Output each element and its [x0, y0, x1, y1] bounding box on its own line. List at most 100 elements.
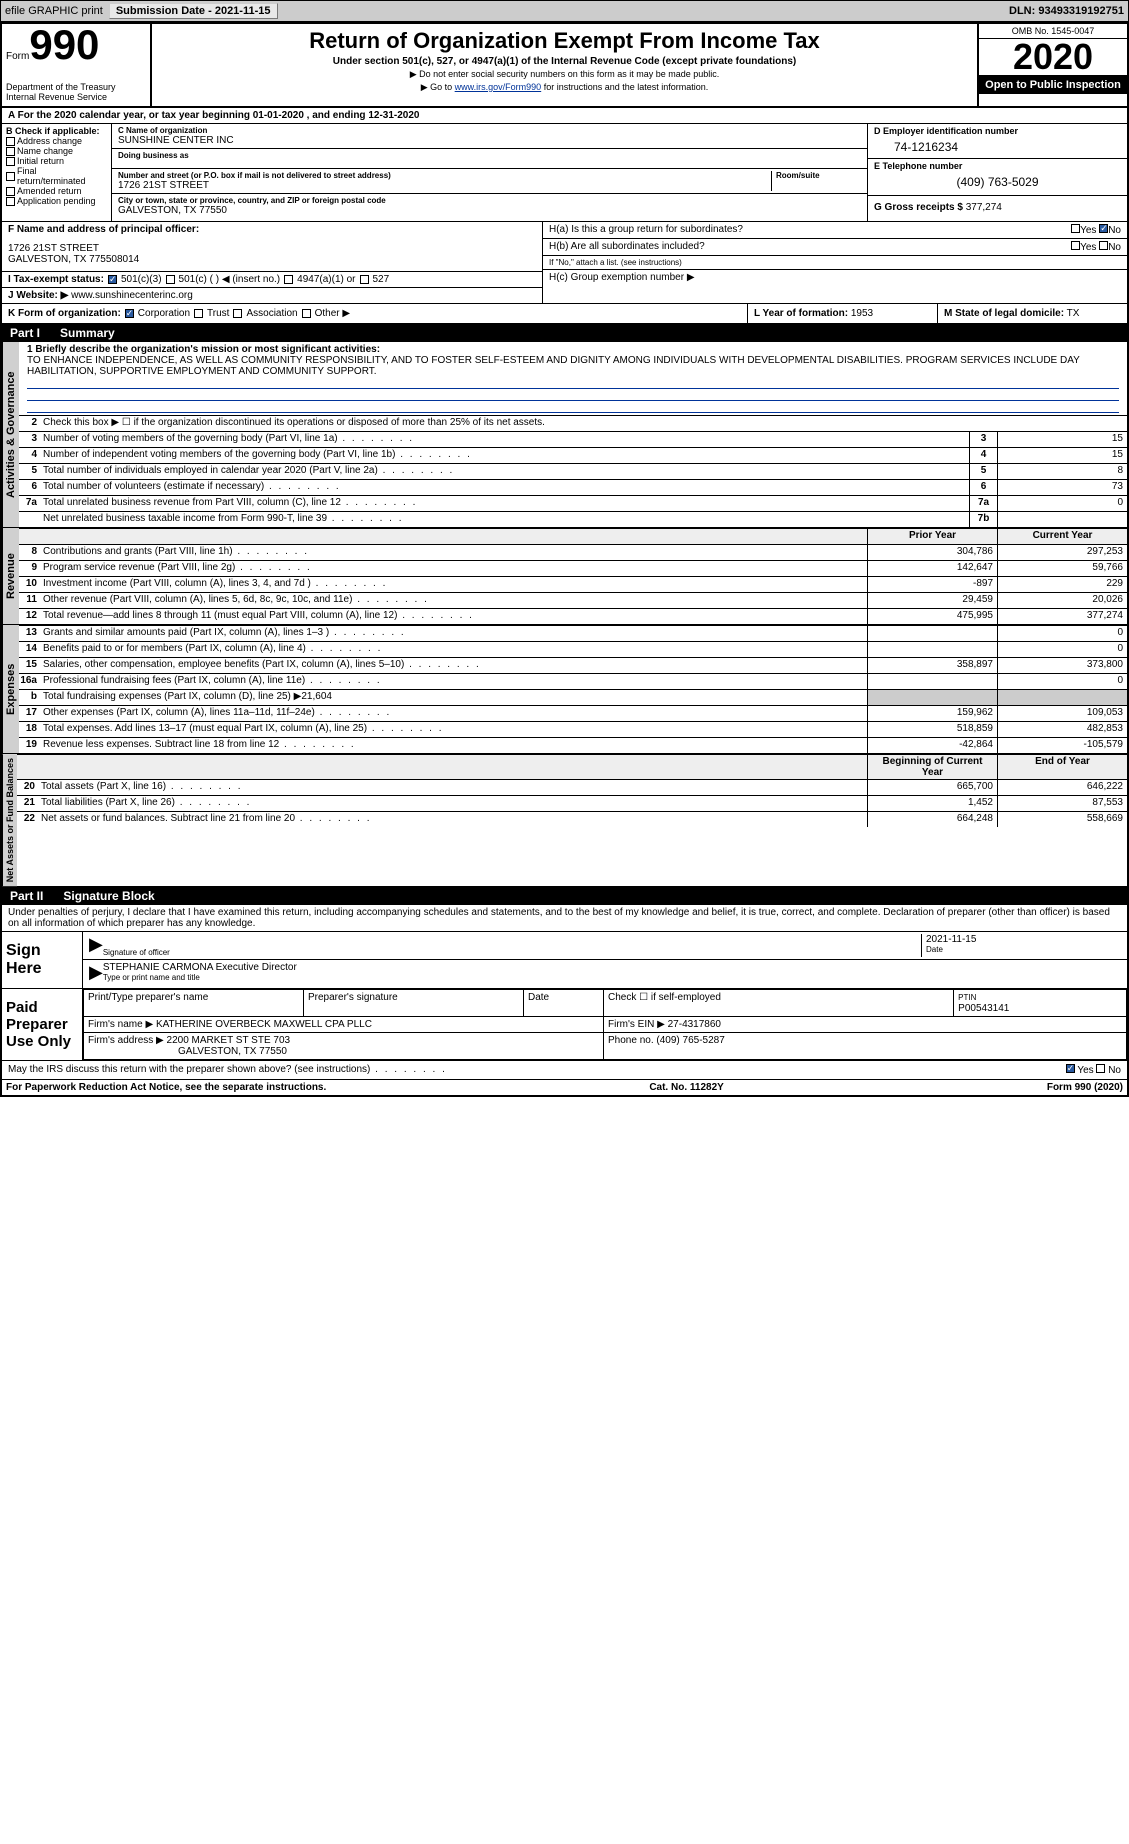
summary-row: 22Net assets or fund balances. Subtract …	[17, 811, 1127, 827]
name-label: C Name of organization	[118, 126, 861, 135]
chk-initial-return[interactable]: Initial return	[6, 156, 107, 166]
summary-row: 19Revenue less expenses. Subtract line 1…	[19, 737, 1127, 753]
sign-here: Sign Here	[2, 932, 82, 988]
form-subtitle: Under section 501(c), 527, or 4947(a)(1)…	[160, 56, 969, 67]
mission-text: TO ENHANCE INDEPENDENCE, AS WELL AS COMM…	[27, 355, 1119, 377]
summary-row: 14Benefits paid to or for members (Part …	[19, 641, 1127, 657]
firm-addr: 2200 MARKET ST STE 703	[167, 1035, 291, 1046]
discuss-yes[interactable]	[1066, 1064, 1075, 1073]
prep-name-label: Print/Type preparer's name	[84, 990, 304, 1017]
summary-row: 3Number of voting members of the governi…	[19, 431, 1127, 447]
part1-title: Summary	[60, 326, 115, 340]
period-row: A For the 2020 calendar year, or tax yea…	[2, 108, 1127, 124]
hb-no[interactable]	[1099, 241, 1108, 250]
firm-addr-label: Firm's address ▶	[88, 1035, 164, 1046]
state-domicile: TX	[1067, 308, 1080, 319]
opt-4947: 4947(a)(1) or	[297, 274, 355, 285]
form-title: Return of Organization Exempt From Incom…	[160, 28, 969, 54]
submission-date-btn[interactable]: Submission Date - 2021-11-15	[109, 3, 278, 19]
type-name-label: Type or print name and title	[103, 973, 1121, 982]
summary-row: 21Total liabilities (Part X, line 26)1,4…	[17, 795, 1127, 811]
summary-row: 12Total revenue—add lines 8 through 11 (…	[19, 608, 1127, 624]
part1-header: Part I Summary	[2, 324, 1127, 342]
section-d: D Employer identification number 74-1216…	[867, 124, 1127, 221]
arrow-icon: ▶	[89, 934, 103, 957]
line2-desc: Check this box ▶ ☐ if the organization d…	[41, 416, 1127, 431]
irs-label: Internal Revenue Service	[6, 92, 146, 102]
k-assoc[interactable]	[233, 309, 242, 318]
room-label: Room/suite	[776, 171, 861, 180]
city-value: GALVESTON, TX 77550	[118, 205, 861, 216]
opt-trust: Trust	[207, 308, 229, 319]
paid-preparer: Paid Preparer Use Only	[2, 989, 82, 1060]
pra-notice: For Paperwork Reduction Act Notice, see …	[6, 1082, 326, 1093]
officer-addr1: 1726 21ST STREET	[8, 243, 536, 254]
opt-501c: 501(c) ( ) ◀ (insert no.)	[179, 274, 281, 285]
part2-n: Part II	[10, 889, 43, 903]
summary-row: 5Total number of individuals employed in…	[19, 463, 1127, 479]
website-value: www.sunshinecenterinc.org	[71, 290, 193, 301]
chk-final-return-terminated[interactable]: Final return/terminated	[6, 166, 107, 186]
declaration: Under penalties of perjury, I declare th…	[2, 905, 1127, 932]
cat-no: Cat. No. 11282Y	[649, 1082, 723, 1093]
year-formation: 1953	[851, 308, 873, 319]
dept-treasury: Department of the Treasury	[6, 82, 146, 92]
ln-2: 2	[19, 416, 41, 431]
note-ssn: ▶ Do not enter social security numbers o…	[160, 69, 969, 80]
no-label: No	[1108, 225, 1121, 236]
opt-corp: Corporation	[138, 308, 190, 319]
col-end: End of Year	[997, 755, 1127, 779]
summary-row: 15Salaries, other compensation, employee…	[19, 657, 1127, 673]
firm-ein: 27-4317860	[668, 1019, 721, 1030]
note2-pre: ▶ Go to	[421, 82, 455, 92]
chk-527[interactable]	[360, 275, 369, 284]
chk-501c3[interactable]	[108, 275, 117, 284]
phone-label: E Telephone number	[874, 161, 1121, 171]
k-other[interactable]	[302, 309, 311, 318]
section-m-label: M State of legal domicile:	[944, 308, 1064, 319]
k-trust[interactable]	[194, 309, 203, 318]
chk-application-pending[interactable]: Application pending	[6, 196, 107, 206]
ptin-value: P00543141	[958, 1003, 1009, 1014]
prep-sig-label: Preparer's signature	[304, 990, 524, 1017]
part2-header: Part II Signature Block	[2, 887, 1127, 905]
tax-status-label: I Tax-exempt status:	[8, 274, 104, 285]
form-word: Form	[6, 51, 29, 62]
hb-label: H(b) Are all subordinates included?	[549, 241, 705, 253]
ptin-label: PTIN	[958, 993, 976, 1002]
opt-501c3: 501(c)(3)	[121, 274, 162, 285]
form-number: 990	[29, 28, 99, 62]
website-label: J Website: ▶	[8, 290, 68, 301]
summary-row: 13Grants and similar amounts paid (Part …	[19, 625, 1127, 641]
form-footer: Form 990 (2020)	[1047, 1082, 1123, 1093]
sig-date-val: 2021-11-15	[926, 934, 1121, 945]
col-begin: Beginning of Current Year	[867, 755, 997, 779]
part1-n: Part I	[10, 326, 40, 340]
city-label: City or town, state or province, country…	[118, 196, 861, 205]
chk-501c[interactable]	[166, 275, 175, 284]
summary-row: 11Other revenue (Part VIII, column (A), …	[19, 592, 1127, 608]
opt-527: 527	[373, 274, 390, 285]
summary-row: 20Total assets (Part X, line 16)665,7006…	[17, 779, 1127, 795]
discuss-label: May the IRS discuss this return with the…	[8, 1064, 447, 1076]
summary-row: 7aTotal unrelated business revenue from …	[19, 495, 1127, 511]
k-corp[interactable]	[125, 309, 134, 318]
firm-phone-label: Phone no.	[608, 1035, 654, 1046]
ha-no[interactable]	[1099, 224, 1108, 233]
chk-4947[interactable]	[284, 275, 293, 284]
arrow-icon2: ▶	[89, 962, 103, 983]
officer-name: STEPHANIE CARMONA Executive Director	[103, 962, 1121, 973]
section-l-label: L Year of formation:	[754, 308, 848, 319]
summary-row: 10Investment income (Part VIII, column (…	[19, 576, 1127, 592]
chk-name-change[interactable]: Name change	[6, 146, 107, 156]
chk-amended-return[interactable]: Amended return	[6, 186, 107, 196]
line1-label: 1 Briefly describe the organization's mi…	[27, 344, 1119, 355]
ha-yes[interactable]	[1071, 224, 1080, 233]
chk-address-change[interactable]: Address change	[6, 136, 107, 146]
summary-row: 8Contributions and grants (Part VIII, li…	[19, 544, 1127, 560]
discuss-no[interactable]	[1096, 1064, 1105, 1073]
officer-addr2: GALVESTON, TX 775508014	[8, 254, 536, 265]
col-prior: Prior Year	[867, 529, 997, 544]
form990-link[interactable]: www.irs.gov/Form990	[455, 82, 542, 92]
hb-yes[interactable]	[1071, 241, 1080, 250]
